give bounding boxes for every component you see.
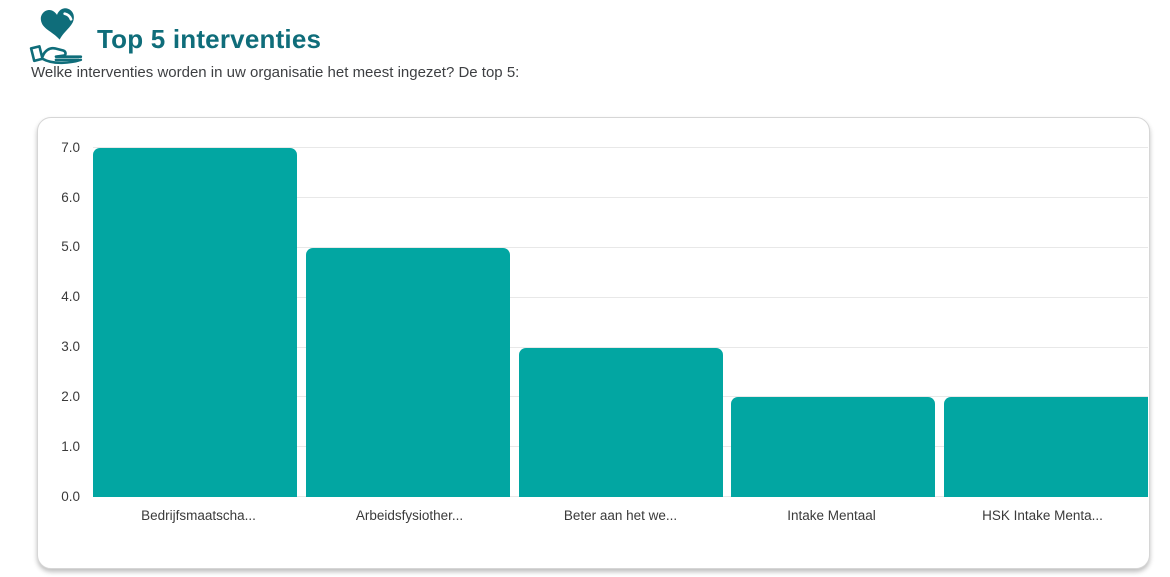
- y-tick-label: 4.0: [61, 289, 80, 305]
- x-axis-label: Arbeidsfysiother...: [355, 508, 464, 523]
- x-axis-label: Bedrijfsmaatscha...: [141, 508, 256, 523]
- plot-area: [93, 118, 1148, 497]
- gridline: [93, 147, 1148, 149]
- gridline: [93, 296, 1148, 298]
- x-axis-label: HSK Intake Menta...: [982, 508, 1103, 523]
- bar[interactable]: [944, 397, 1148, 497]
- gridline: [93, 246, 1148, 248]
- y-tick-label: 7.0: [61, 139, 80, 155]
- bar[interactable]: [93, 148, 297, 497]
- x-axis-labels: Bedrijfsmaatscha... Arbeidsfysiother... Be…: [93, 508, 1148, 523]
- y-tick-label: 6.0: [61, 189, 80, 205]
- y-tick-label: 2.0: [61, 388, 80, 404]
- y-tick-label: 5.0: [61, 239, 80, 255]
- x-axis-label: Beter aan het we...: [563, 508, 678, 523]
- gridline: [93, 197, 1148, 199]
- heart-in-hand-icon: [28, 7, 86, 65]
- y-axis: 0.0 1.0 2.0 3.0 4.0 5.0 6.0 7.0: [38, 118, 86, 504]
- bar[interactable]: [305, 247, 510, 497]
- y-tick-label: 1.0: [61, 438, 80, 454]
- page-title: Top 5 interventies: [97, 24, 322, 54]
- bar[interactable]: [518, 347, 723, 497]
- chart-question: Welke interventies worden in uw organisa…: [31, 64, 520, 81]
- chart-card: 0.0 1.0 2.0 3.0 4.0 5.0 6.0 7.0 Bedrijfsmaatsch…: [37, 117, 1150, 569]
- y-tick-label: 0.0: [61, 488, 80, 504]
- x-axis-label: Intake Mentaal: [787, 508, 876, 523]
- bar[interactable]: [731, 397, 936, 497]
- y-tick-label: 3.0: [61, 339, 80, 354]
- gridline: [93, 346, 1148, 348]
